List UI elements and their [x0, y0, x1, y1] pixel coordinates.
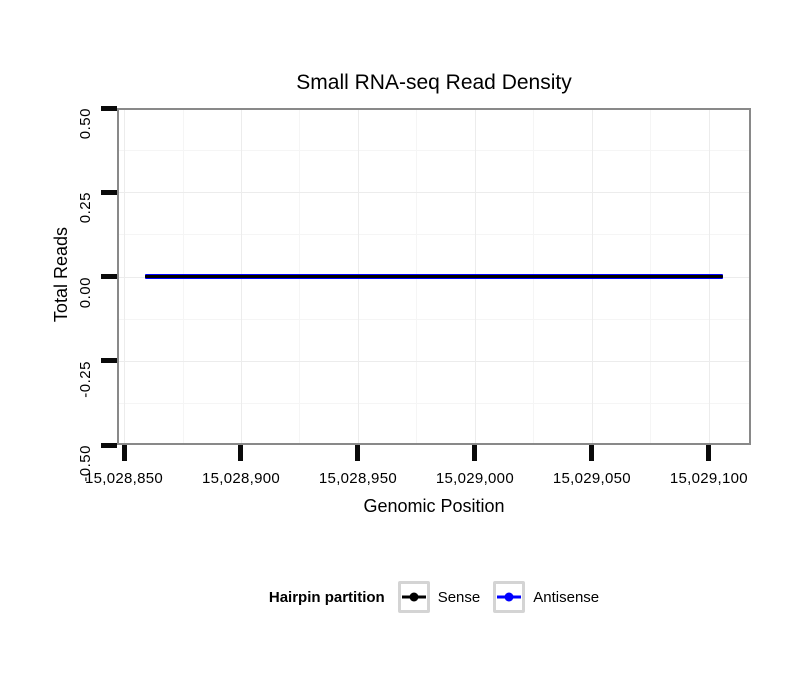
- gridline-minor-horizontal: [119, 318, 749, 320]
- y-tick-mark: [101, 442, 117, 448]
- legend-label-sense: Sense: [437, 588, 481, 606]
- antisense-key-icon: [493, 581, 526, 613]
- sense-key-icon: [397, 581, 430, 613]
- chart-title: Small RNA-seq Read Density: [296, 71, 572, 94]
- x-tick-mark: [121, 445, 127, 461]
- x-tick-label: 15,028,850: [84, 470, 164, 487]
- legend-entry-sense: Sense: [397, 581, 481, 613]
- x-tick-mark: [589, 445, 595, 461]
- y-tick-label: 0.50: [77, 108, 94, 140]
- x-tick-label: 15,028,950: [318, 470, 397, 487]
- y-tick-label: -0.25: [77, 360, 94, 398]
- gridline-minor-horizontal: [119, 150, 749, 152]
- antisense-point-glyph: [504, 592, 514, 602]
- x-tick-label: 15,029,050: [552, 470, 631, 487]
- y-tick-mark: [101, 274, 117, 279]
- x-tick-mark: [355, 445, 361, 461]
- x-tick-mark: [238, 445, 244, 461]
- legend: Hairpin partition Sense Antisense: [117, 579, 751, 615]
- y-tick-mark: [101, 105, 117, 111]
- plot-panel: [117, 108, 751, 445]
- y-tick-mark: [101, 189, 117, 195]
- y-axis-title: Total Reads: [51, 227, 71, 323]
- legend-title: Hairpin partition: [268, 588, 385, 606]
- y-tick-label: 0.00: [77, 276, 94, 308]
- legend-entry-antisense: Antisense: [493, 581, 599, 613]
- y-tick-label: 0.25: [77, 192, 94, 224]
- x-tick-label: 15,029,000: [435, 470, 514, 487]
- gridline-major-horizontal: [119, 360, 749, 362]
- legend-label-antisense: Antisense: [533, 588, 600, 606]
- gridline-minor-horizontal: [119, 402, 749, 404]
- sense-point-glyph: [409, 592, 419, 602]
- x-tick-mark: [472, 445, 478, 461]
- x-tick-label: 15,028,900: [201, 470, 281, 487]
- data-line-sense: [145, 275, 723, 278]
- gridline-minor-horizontal: [119, 234, 749, 236]
- gridline-major-horizontal: [119, 192, 749, 194]
- y-tick-label: -0.50: [77, 445, 94, 482]
- x-axis-title: Genomic Position: [363, 496, 505, 516]
- x-tick-mark: [706, 445, 712, 461]
- x-tick-label: 15,029,100: [669, 470, 748, 487]
- y-tick-mark: [101, 358, 117, 364]
